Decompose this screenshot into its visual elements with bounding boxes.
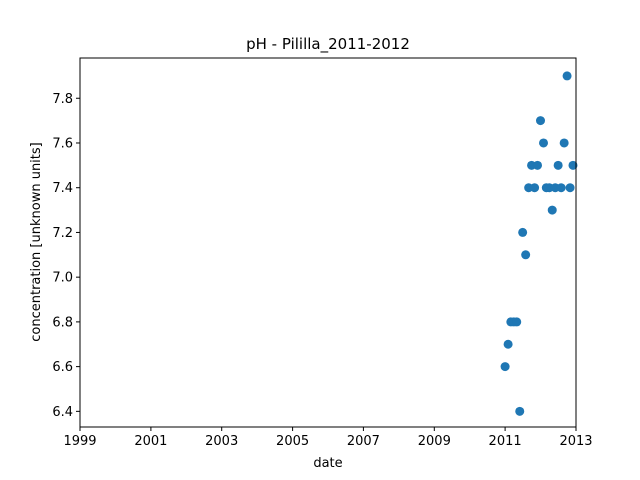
data-point [553,160,563,170]
data-point [568,160,578,170]
y-tick-label: 7.0 [52,271,73,286]
data-point [539,138,549,148]
y-tick-label: 7.6 [52,136,73,151]
y-tick-label: 6.4 [52,405,73,420]
y-tick-label: 6.8 [52,315,73,330]
data-point [536,116,546,126]
data-point [547,205,557,215]
x-axis: 1999 2001 2003 2005 2007 2009 2011 2013 [63,427,593,449]
data-point [503,339,513,349]
y-axis: 6.4 6.6 6.8 7.0 7.2 7.4 7.6 7.8 [52,92,80,420]
plot-area [500,71,578,416]
x-tick-label: 2005 [276,434,309,449]
y-tick-label: 6.6 [52,360,73,375]
x-tick-label: 2001 [134,434,167,449]
y-tick-label: 7.8 [52,92,73,107]
data-point [556,183,566,193]
data-point [559,138,569,148]
data-point [562,71,572,81]
data-point [532,160,542,170]
data-point [521,250,531,260]
data-point [512,317,522,327]
x-tick-label: 1999 [63,434,96,449]
data-point [518,227,528,237]
data-point [530,183,540,193]
y-tick-label: 7.2 [52,226,73,241]
y-tick-label: 7.4 [52,181,73,196]
x-axis-label: date [313,456,342,471]
x-tick-label: 2013 [559,434,592,449]
data-point [565,183,575,193]
data-point [515,406,525,416]
x-tick-label: 2009 [418,434,451,449]
x-tick-label: 2011 [489,434,522,449]
data-point [500,362,510,372]
y-axis-label: concentration [unknown units] [29,142,44,341]
x-tick-label: 2003 [205,434,238,449]
plot-frame [79,57,577,428]
chart-title: pH - Pililla_2011-2012 [246,35,410,54]
x-tick-label: 2007 [347,434,380,449]
